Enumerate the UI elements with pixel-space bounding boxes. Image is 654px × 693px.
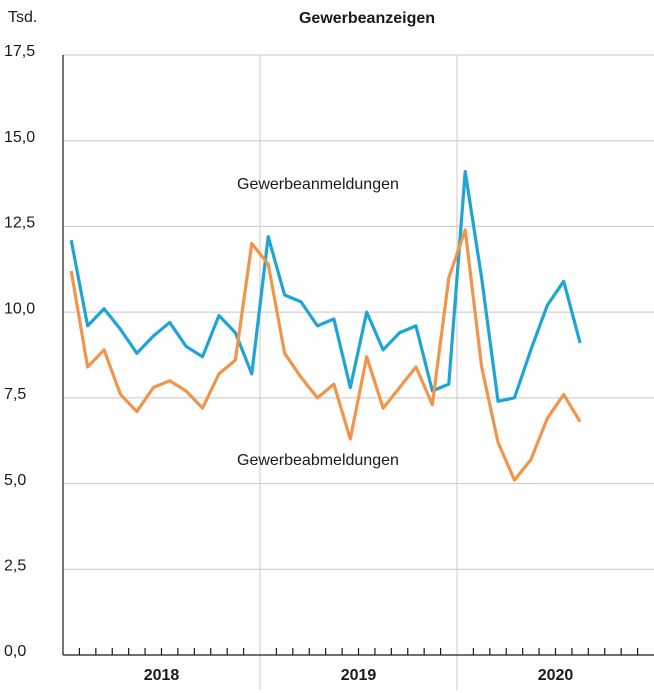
chart-title: Gewerbeanzeigen	[299, 10, 435, 27]
y-tick-label: 0,0	[4, 643, 26, 660]
series-line	[69, 169, 582, 403]
y-tick-label: 2,5	[4, 558, 26, 575]
y-tick-label: 5,0	[4, 472, 26, 489]
series-label: Gewerbeanmeldungen	[237, 176, 399, 193]
year-label: 2020	[538, 667, 574, 684]
y-tick-label: 10,0	[4, 300, 35, 317]
series-label: Gewerbeabmeldungen	[237, 452, 399, 469]
y-tick-label: 12,5	[4, 215, 35, 232]
series-line	[69, 228, 582, 482]
y-tick-label: 7,5	[4, 386, 26, 403]
year-label: 2018	[144, 667, 180, 684]
y-axis-label: Tsd.	[8, 9, 37, 26]
y-tick-label: 17,5	[4, 43, 35, 60]
y-tick-label: 15,0	[4, 129, 35, 146]
year-label: 2019	[341, 667, 377, 684]
